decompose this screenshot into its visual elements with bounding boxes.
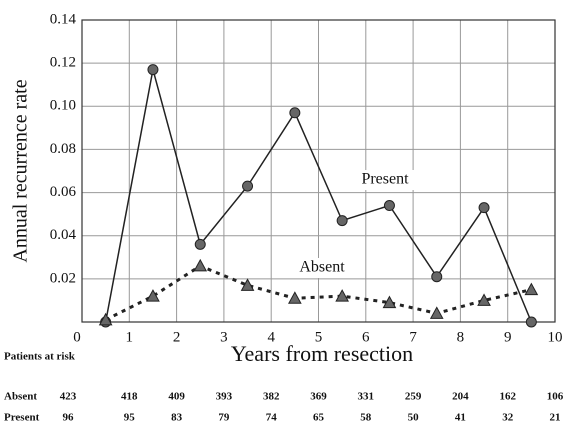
point-marker — [147, 64, 159, 76]
y-tick-label: 0.04 — [50, 227, 77, 243]
table-cell: 106 — [547, 391, 564, 403]
point-marker — [431, 271, 443, 283]
x-tick-label: 10 — [548, 329, 563, 345]
series-line — [104, 69, 533, 323]
table-cell: 74 — [266, 412, 278, 424]
table-cell: 95 — [124, 412, 136, 424]
x-axis-label: Years from resection — [231, 341, 413, 366]
point-marker — [383, 200, 395, 212]
y-tick-label: 0.12 — [50, 55, 76, 71]
point-marker — [194, 238, 206, 250]
plot-frame — [81, 19, 556, 323]
table-cell: 382 — [263, 391, 280, 403]
series-label: Present — [361, 171, 409, 188]
series-label: Absent — [299, 259, 345, 276]
table-cell: 96 — [63, 412, 75, 424]
point-marker — [429, 306, 444, 319]
table-cell: 58 — [360, 412, 372, 424]
x-tick-label: 3 — [220, 329, 228, 345]
x-tick-label: 9 — [504, 329, 512, 345]
table-title: Patients at risk — [4, 351, 76, 363]
x-tick-label: 7 — [409, 329, 417, 345]
y-tick-label: 0.02 — [50, 270, 76, 286]
table-cell: 79 — [218, 412, 230, 424]
point-marker — [289, 107, 301, 119]
table-cell: 423 — [60, 391, 77, 403]
point-marker — [336, 215, 348, 227]
point-marker — [382, 295, 397, 309]
table-cell: 331 — [358, 391, 375, 403]
point-marker — [525, 316, 537, 328]
y-axis-label: Annual recurrence rate — [10, 79, 32, 262]
table-cell: 393 — [216, 391, 233, 403]
table-cell: 162 — [499, 391, 516, 403]
y-tick-label: 0.08 — [50, 141, 76, 157]
table-cell: 65 — [313, 412, 325, 424]
point-marker — [242, 180, 254, 192]
table-cell: 41 — [455, 412, 466, 424]
y-tick-label: 0.14 — [50, 11, 77, 27]
y-tick-label: 0.10 — [50, 98, 76, 114]
point-marker — [477, 293, 491, 306]
point-marker — [98, 312, 113, 326]
y-tick-label: 0.06 — [50, 184, 77, 200]
x-tick-label: 1 — [126, 329, 134, 345]
table-cell: 50 — [408, 412, 420, 424]
x-tick-label: 6 — [362, 329, 370, 345]
point-marker — [240, 278, 255, 291]
point-marker — [193, 258, 208, 272]
table-cell: 204 — [452, 391, 469, 403]
point-marker — [288, 291, 302, 304]
table-cell: 259 — [405, 391, 422, 403]
point-marker — [478, 202, 490, 214]
x-tick-label: 2 — [173, 329, 181, 345]
x-tick-label: 0 — [73, 329, 81, 345]
point-marker — [524, 282, 539, 296]
table-cell: 32 — [502, 412, 514, 424]
table-cell: 21 — [550, 412, 561, 424]
table-cell: 409 — [168, 391, 185, 403]
x-tick-label: 8 — [457, 329, 465, 345]
x-tick-label: 5 — [315, 329, 323, 345]
label-bg — [351, 170, 419, 190]
point-marker — [146, 289, 160, 302]
table-cell: 83 — [171, 412, 183, 424]
x-tick-label: 4 — [267, 329, 275, 345]
table-cell: 369 — [310, 391, 327, 403]
row-label: Present — [4, 412, 40, 424]
table-cell: 418 — [121, 391, 138, 403]
row-label: Absent — [4, 391, 37, 403]
label-bg — [288, 258, 356, 278]
point-marker — [335, 289, 349, 302]
